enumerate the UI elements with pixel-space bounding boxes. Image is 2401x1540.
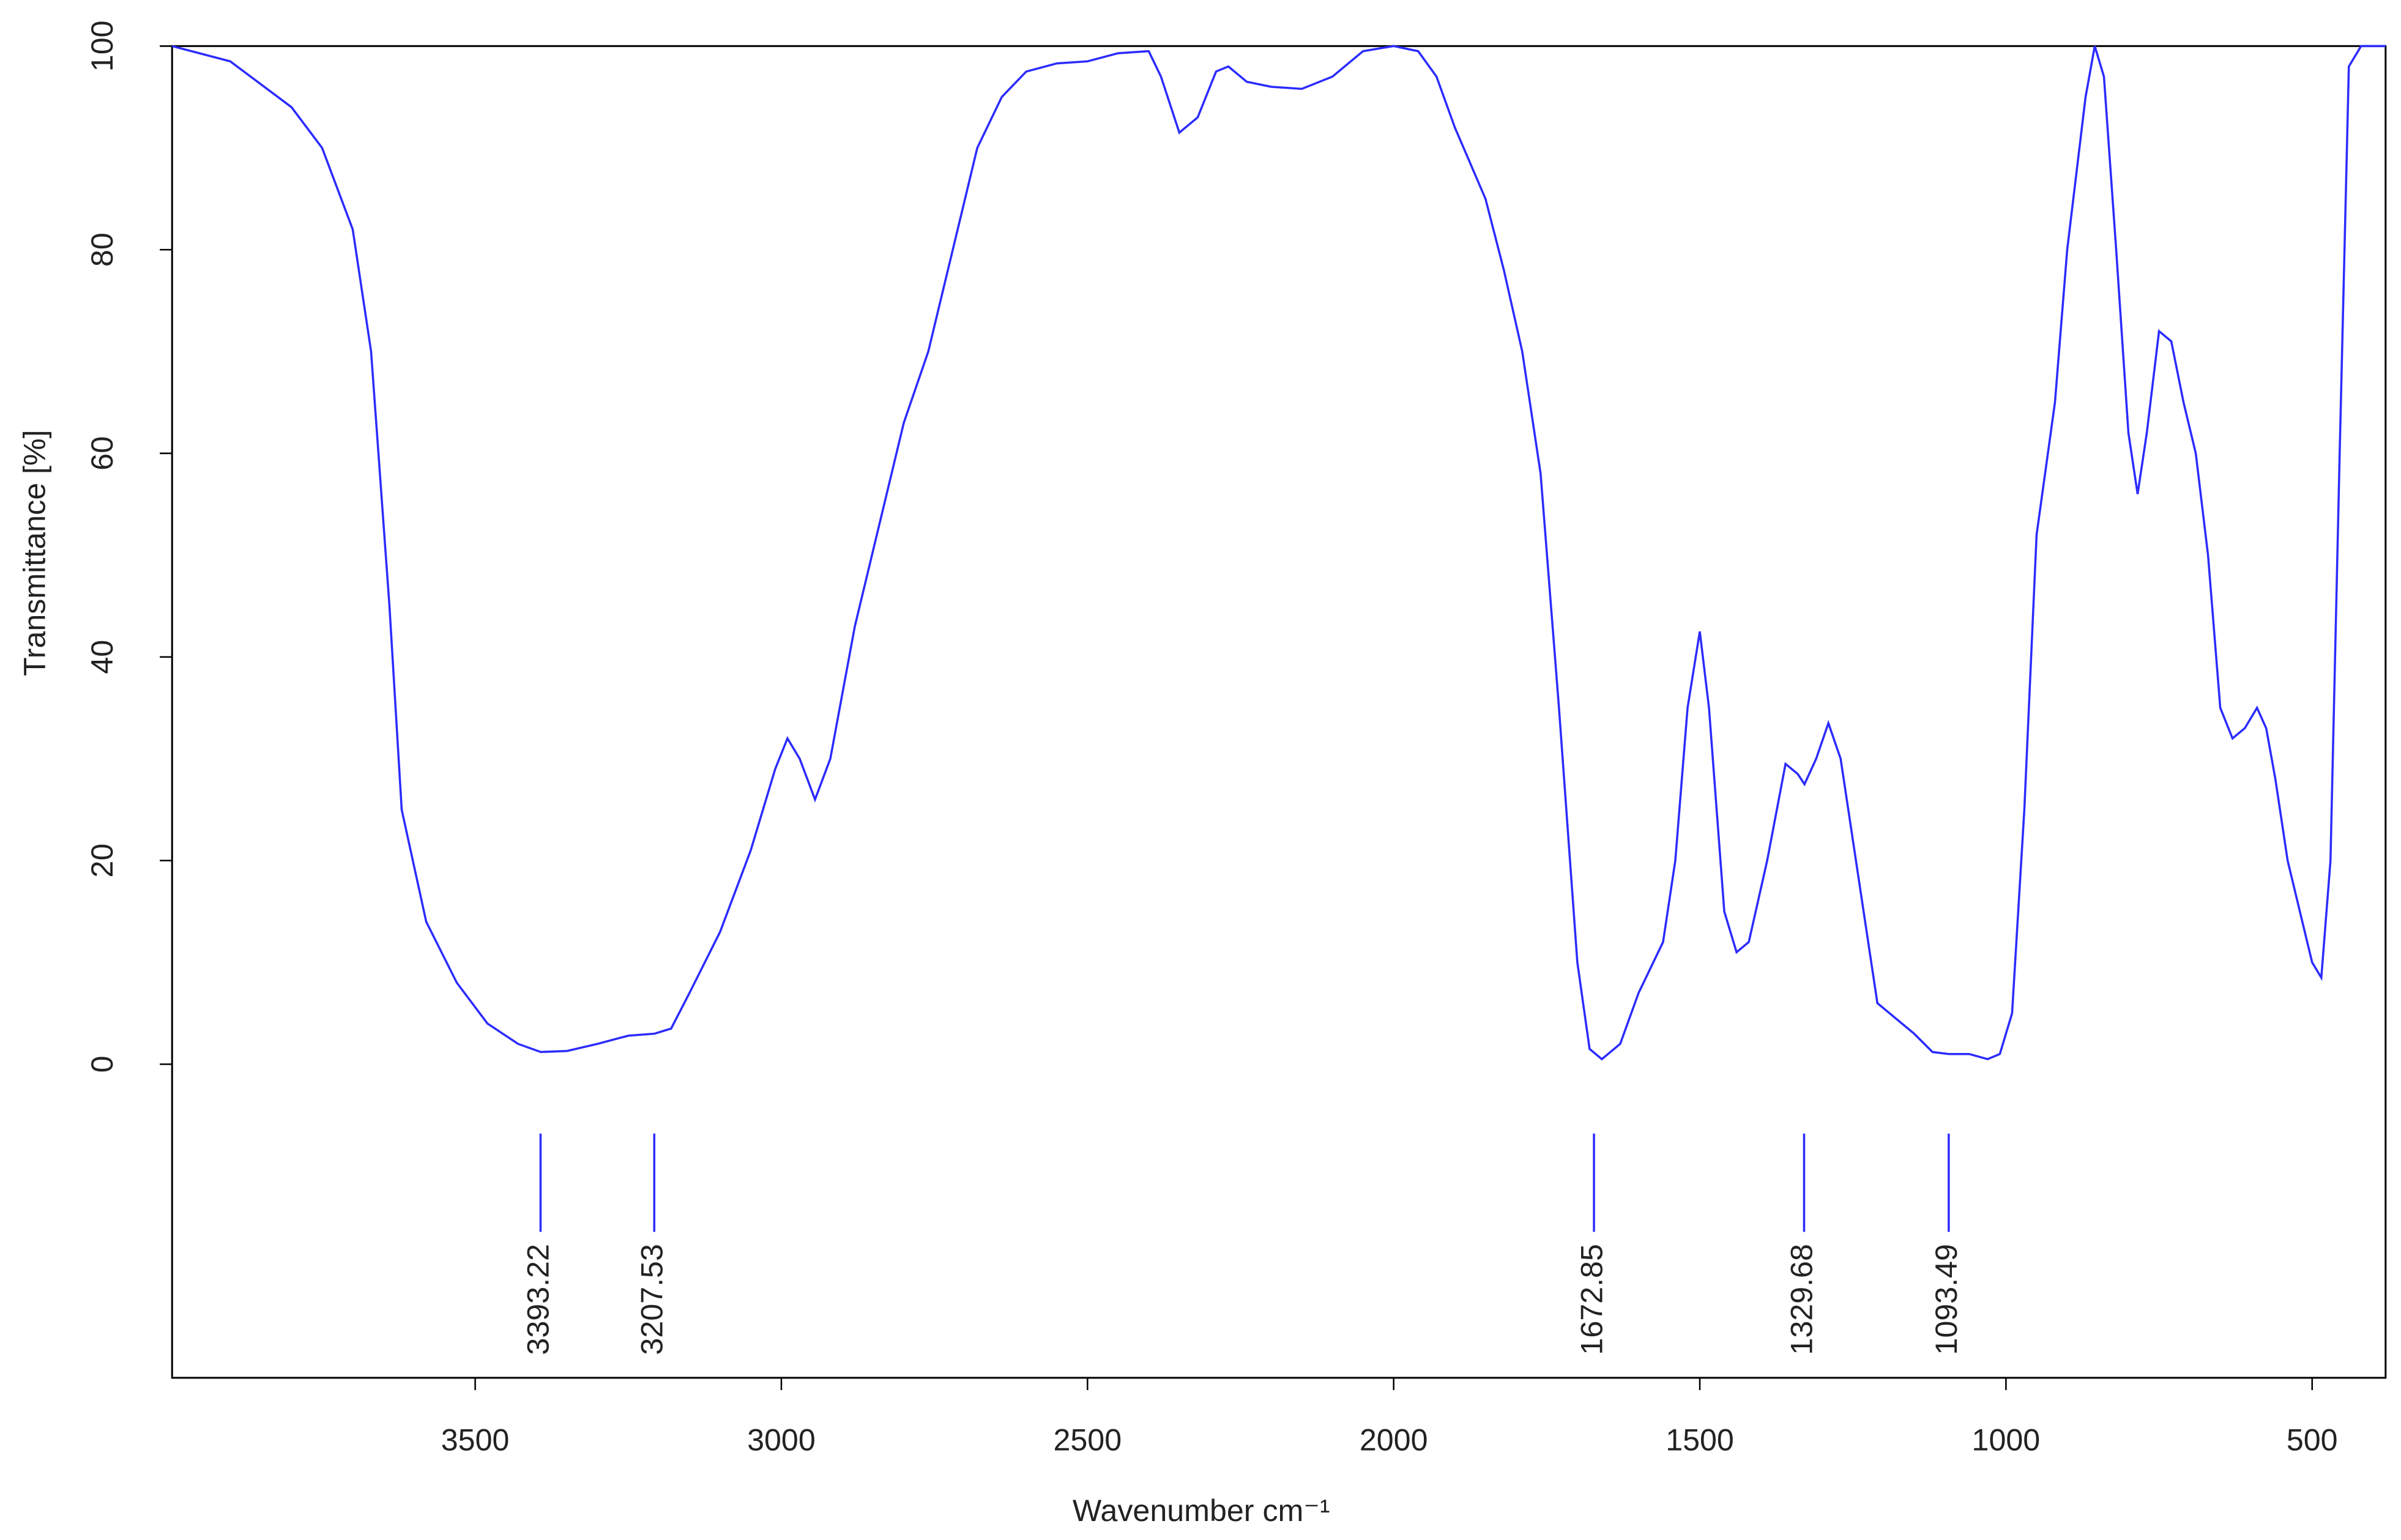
y-tick-label: 80 [85, 232, 119, 267]
x-tick-label: 1500 [1666, 1423, 1734, 1457]
x-tick-label: 3000 [747, 1423, 816, 1457]
plot-frame [171, 45, 2387, 1379]
y-tick-label: 60 [85, 436, 119, 471]
x-tick-label: 2000 [1360, 1423, 1428, 1457]
peak-label: 1672.85 [1574, 1244, 1609, 1355]
y-tick-label: 100 [85, 20, 119, 72]
x-tick-label: 500 [2287, 1423, 2338, 1457]
y-tick-label: 20 [85, 844, 119, 878]
y-axis-label: Transmittance [%] [18, 430, 52, 676]
peak-label: 1093.49 [1929, 1244, 1964, 1355]
peak-label: 1329.68 [1785, 1244, 1819, 1355]
peak-label: 3393.22 [521, 1244, 556, 1355]
x-axis-label: Wavenumber cm⁻¹ [1073, 1494, 1330, 1528]
y-tick-label: 40 [85, 640, 119, 674]
x-tick-label: 3500 [441, 1423, 510, 1457]
peak-label: 3207.53 [635, 1244, 669, 1355]
spectrum-line [171, 45, 2386, 1061]
x-tick-label: 1000 [1972, 1423, 2041, 1457]
y-tick-label: 0 [85, 1055, 119, 1073]
x-tick-label: 2500 [1053, 1423, 1122, 1457]
